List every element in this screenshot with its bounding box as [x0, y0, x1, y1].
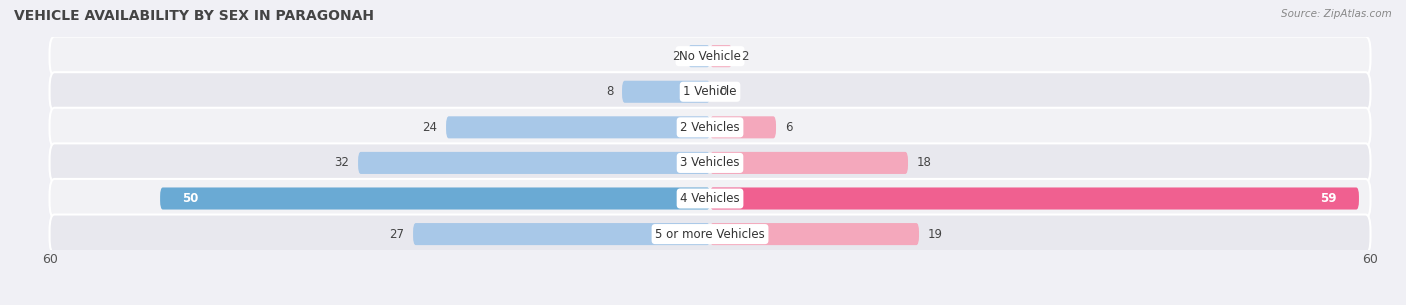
FancyBboxPatch shape [359, 152, 710, 174]
FancyBboxPatch shape [49, 72, 1371, 111]
Text: 1 Vehicle: 1 Vehicle [683, 85, 737, 98]
Text: 2: 2 [672, 50, 679, 63]
Text: 59: 59 [1320, 192, 1337, 205]
FancyBboxPatch shape [710, 223, 920, 245]
Text: 2: 2 [741, 50, 748, 63]
Text: VEHICLE AVAILABILITY BY SEX IN PARAGONAH: VEHICLE AVAILABILITY BY SEX IN PARAGONAH [14, 9, 374, 23]
Text: Source: ZipAtlas.com: Source: ZipAtlas.com [1281, 9, 1392, 19]
FancyBboxPatch shape [710, 188, 1360, 210]
Legend: Male, Female: Male, Female [636, 302, 785, 305]
FancyBboxPatch shape [621, 81, 710, 103]
Text: 3 Vehicles: 3 Vehicles [681, 156, 740, 169]
Text: 5 or more Vehicles: 5 or more Vehicles [655, 228, 765, 241]
Text: 50: 50 [183, 192, 198, 205]
Text: 8: 8 [606, 85, 613, 98]
Text: 19: 19 [928, 228, 943, 241]
Text: 24: 24 [422, 121, 437, 134]
FancyBboxPatch shape [688, 45, 710, 67]
Text: 2 Vehicles: 2 Vehicles [681, 121, 740, 134]
FancyBboxPatch shape [49, 108, 1371, 147]
FancyBboxPatch shape [710, 152, 908, 174]
FancyBboxPatch shape [413, 223, 710, 245]
Text: 18: 18 [917, 156, 932, 169]
FancyBboxPatch shape [710, 45, 733, 67]
FancyBboxPatch shape [49, 143, 1371, 182]
Text: 0: 0 [718, 85, 727, 98]
Text: 32: 32 [335, 156, 349, 169]
Text: 27: 27 [389, 228, 405, 241]
FancyBboxPatch shape [710, 116, 776, 138]
Text: No Vehicle: No Vehicle [679, 50, 741, 63]
FancyBboxPatch shape [446, 116, 710, 138]
FancyBboxPatch shape [49, 179, 1371, 218]
Text: 4 Vehicles: 4 Vehicles [681, 192, 740, 205]
Text: 6: 6 [785, 121, 793, 134]
FancyBboxPatch shape [49, 37, 1371, 76]
FancyBboxPatch shape [49, 214, 1371, 254]
FancyBboxPatch shape [160, 188, 710, 210]
